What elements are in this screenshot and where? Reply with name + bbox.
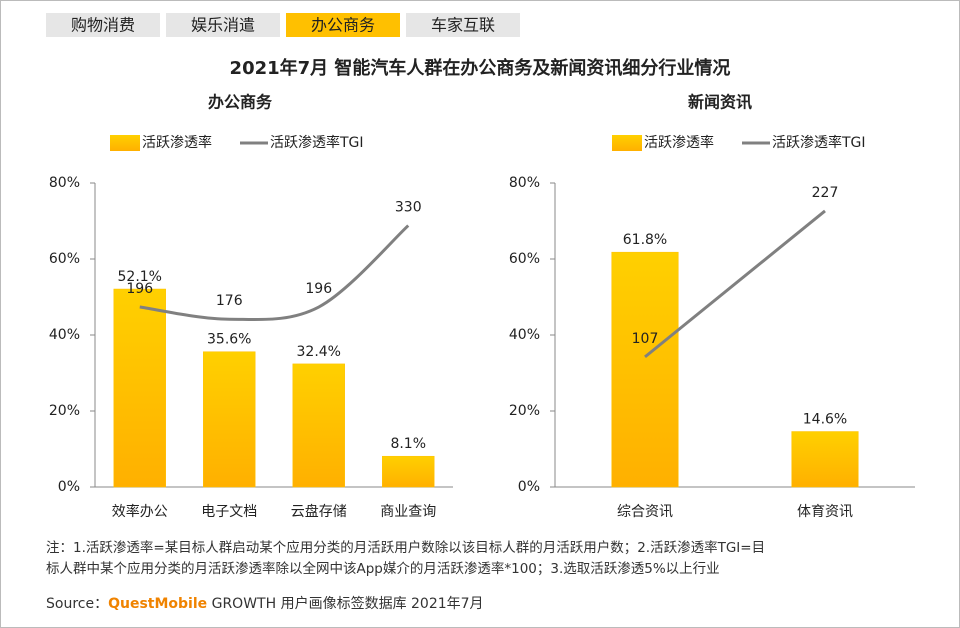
tab[interactable]	[46, 13, 160, 37]
y-tick-label: 60%	[509, 251, 540, 267]
y-tick-label: 20%	[49, 403, 80, 419]
line-value-label: 196	[305, 281, 332, 297]
source: Source：QuestMobile GROWTH 用户画像标签数据库 2021…	[46, 595, 484, 612]
legend-label: 活跃渗透率	[142, 134, 212, 151]
legend-label: 活跃渗透率TGI	[270, 134, 364, 151]
tab[interactable]	[406, 13, 520, 37]
legend-swatch	[612, 135, 642, 151]
y-tick-label: 40%	[49, 327, 80, 343]
bar-value-label: 52.1%	[118, 269, 162, 285]
tab-label: 购物消费	[71, 16, 135, 35]
line-value-label: 196	[126, 281, 153, 297]
note-line: 标人群中某个应用分类的月活跃渗透率除以全网中该App媒介的月活跃渗透率*100；…	[46, 560, 720, 577]
tab-label: 车家互联	[431, 16, 495, 35]
x-tick-label: 商业查询	[380, 504, 436, 520]
x-tick-label: 效率办公	[112, 503, 168, 520]
line-value-label: 107	[632, 331, 659, 347]
line-value-label: 176	[216, 293, 243, 309]
bar	[791, 431, 859, 488]
tab-label: 办公商务	[311, 16, 375, 35]
x-tick-label: 综合资讯	[617, 504, 673, 520]
y-tick-label: 0%	[518, 479, 540, 495]
line-value-label: 227	[812, 185, 839, 201]
source-prefix: Source：	[46, 596, 108, 612]
tgi-line	[644, 209, 826, 359]
tab[interactable]	[286, 13, 400, 37]
tab-label: 娱乐消遣	[191, 16, 255, 35]
y-tick-label: 0%	[58, 479, 80, 495]
source-brand: QuestMobile	[108, 596, 207, 612]
x-tick-label: 云盘存储	[291, 503, 347, 520]
bar	[382, 455, 435, 488]
x-tick-label: 体育资讯	[797, 504, 853, 520]
y-tick-label: 40%	[509, 327, 540, 343]
bar	[611, 251, 679, 488]
bar-value-label: 61.8%	[623, 232, 667, 248]
legend-label: 活跃渗透率TGI	[772, 134, 866, 151]
source-text: GROWTH 用户画像标签数据库 2021年7月	[207, 595, 483, 612]
bar-value-label: 14.6%	[803, 412, 847, 428]
bar	[113, 288, 166, 488]
y-tick-label: 80%	[49, 175, 80, 191]
tab[interactable]	[166, 13, 280, 37]
line-value-label: 330	[395, 200, 422, 216]
note-line: 注：1.活跃渗透率=某目标人群启动某个应用分类的月活跃用户数除以该目标人群的月活…	[46, 539, 765, 556]
bar	[203, 351, 256, 488]
bar-value-label: 32.4%	[297, 344, 341, 360]
legend-swatch	[110, 135, 140, 151]
y-tick-label: 20%	[509, 403, 540, 419]
tgi-line	[139, 224, 410, 322]
bar	[292, 363, 345, 488]
page-title: 2021年7月 智能汽车人群在办公商务及新闻资讯细分行业情况	[230, 57, 731, 79]
y-tick-label: 80%	[509, 175, 540, 191]
y-tick-label: 60%	[49, 251, 80, 267]
legend-label: 活跃渗透率	[644, 134, 714, 151]
chart-subtitle: 新闻资讯	[688, 93, 752, 112]
bar-value-label: 35.6%	[207, 332, 251, 348]
bar-value-label: 8.1%	[390, 436, 426, 452]
chart-subtitle: 办公商务	[208, 93, 273, 112]
x-tick-label: 电子文档	[201, 504, 257, 520]
